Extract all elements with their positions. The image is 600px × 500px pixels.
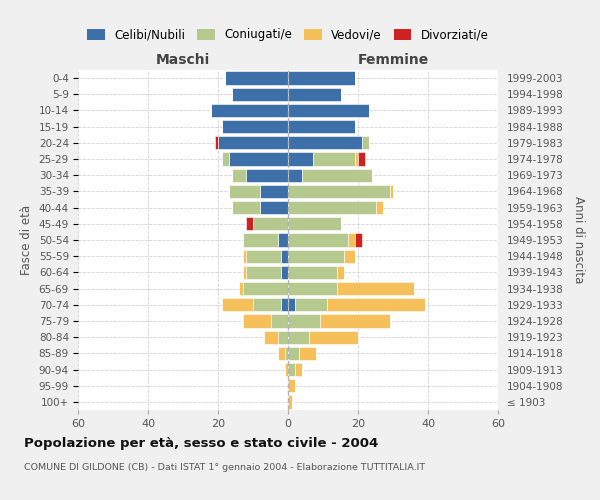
Bar — [281, 250, 288, 263]
Bar — [326, 298, 425, 312]
Bar — [295, 363, 302, 376]
Bar — [288, 88, 341, 101]
Bar — [361, 136, 368, 149]
Bar — [246, 250, 281, 263]
Bar — [288, 250, 344, 263]
Bar — [337, 282, 414, 295]
Bar — [288, 72, 355, 85]
Bar — [288, 396, 292, 408]
Bar — [309, 330, 358, 344]
Text: Femmine: Femmine — [358, 53, 428, 67]
Bar — [337, 266, 344, 279]
Bar — [229, 152, 288, 166]
Bar — [260, 185, 288, 198]
Bar — [288, 330, 309, 344]
Bar — [246, 168, 288, 182]
Bar — [211, 104, 288, 117]
Bar — [389, 185, 393, 198]
Bar — [344, 250, 355, 263]
Bar — [242, 250, 246, 263]
Bar — [221, 120, 288, 134]
Bar — [232, 201, 260, 214]
Bar — [347, 234, 355, 246]
Bar — [229, 185, 260, 198]
Bar — [288, 346, 299, 360]
Bar — [281, 298, 288, 312]
Bar — [295, 298, 326, 312]
Bar — [284, 346, 288, 360]
Y-axis label: Anni di nascita: Anni di nascita — [572, 196, 585, 284]
Bar — [284, 363, 288, 376]
Bar — [288, 298, 295, 312]
Bar — [253, 217, 288, 230]
Bar — [288, 152, 313, 166]
Bar — [242, 314, 271, 328]
Bar — [288, 379, 295, 392]
Bar — [221, 152, 229, 166]
Bar — [281, 266, 288, 279]
Bar — [288, 282, 337, 295]
Bar — [288, 120, 355, 134]
Bar — [288, 168, 302, 182]
Bar — [232, 168, 246, 182]
Bar — [288, 185, 389, 198]
Bar — [288, 136, 361, 149]
Bar — [221, 298, 253, 312]
Bar — [225, 72, 288, 85]
Text: COMUNE DI GILDONE (CB) - Dati ISTAT 1° gennaio 2004 - Elaborazione TUTTITALIA.IT: COMUNE DI GILDONE (CB) - Dati ISTAT 1° g… — [24, 462, 425, 471]
Bar — [288, 234, 347, 246]
Bar — [277, 330, 288, 344]
Bar — [263, 330, 277, 344]
Bar — [242, 234, 277, 246]
Bar — [288, 363, 295, 376]
Bar — [299, 346, 316, 360]
Legend: Celibi/Nubili, Coniugati/e, Vedovi/e, Divorziati/e: Celibi/Nubili, Coniugati/e, Vedovi/e, Di… — [87, 28, 489, 42]
Y-axis label: Fasce di età: Fasce di età — [20, 205, 33, 275]
Bar — [288, 104, 368, 117]
Bar — [288, 217, 341, 230]
Bar — [246, 266, 281, 279]
Bar — [232, 88, 288, 101]
Bar — [246, 217, 253, 230]
Bar — [277, 346, 284, 360]
Bar — [277, 234, 288, 246]
Bar — [302, 168, 372, 182]
Bar — [242, 282, 288, 295]
Bar — [313, 152, 355, 166]
Bar — [253, 298, 281, 312]
Bar — [239, 282, 242, 295]
Bar — [355, 234, 361, 246]
Text: Maschi: Maschi — [156, 53, 210, 67]
Bar — [355, 152, 358, 166]
Bar — [376, 201, 383, 214]
Bar — [288, 201, 376, 214]
Bar — [271, 314, 288, 328]
Bar — [358, 152, 365, 166]
Text: Popolazione per età, sesso e stato civile - 2004: Popolazione per età, sesso e stato civil… — [24, 438, 378, 450]
Bar — [218, 136, 288, 149]
Bar — [288, 266, 337, 279]
Bar — [215, 136, 218, 149]
Bar — [320, 314, 389, 328]
Bar — [288, 314, 320, 328]
Bar — [260, 201, 288, 214]
Bar — [242, 266, 246, 279]
